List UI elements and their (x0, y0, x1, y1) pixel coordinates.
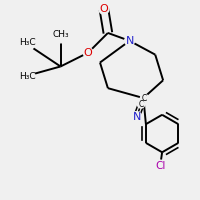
Text: H₃C: H₃C (19, 72, 35, 81)
Text: Cl: Cl (155, 161, 165, 171)
Text: C: C (142, 94, 147, 103)
Circle shape (137, 101, 145, 108)
Text: H₃C: H₃C (19, 38, 35, 47)
Circle shape (125, 36, 135, 46)
Circle shape (132, 112, 142, 121)
Circle shape (53, 27, 68, 43)
Text: N: N (125, 36, 134, 46)
Text: O: O (100, 4, 108, 14)
Circle shape (19, 35, 35, 51)
Text: O: O (84, 48, 93, 58)
Circle shape (99, 4, 109, 14)
Text: C: C (138, 100, 144, 109)
Circle shape (19, 68, 35, 84)
Circle shape (154, 160, 166, 172)
Text: N: N (132, 112, 141, 122)
Circle shape (83, 48, 93, 58)
Text: CH₃: CH₃ (52, 30, 69, 39)
Circle shape (140, 94, 148, 102)
